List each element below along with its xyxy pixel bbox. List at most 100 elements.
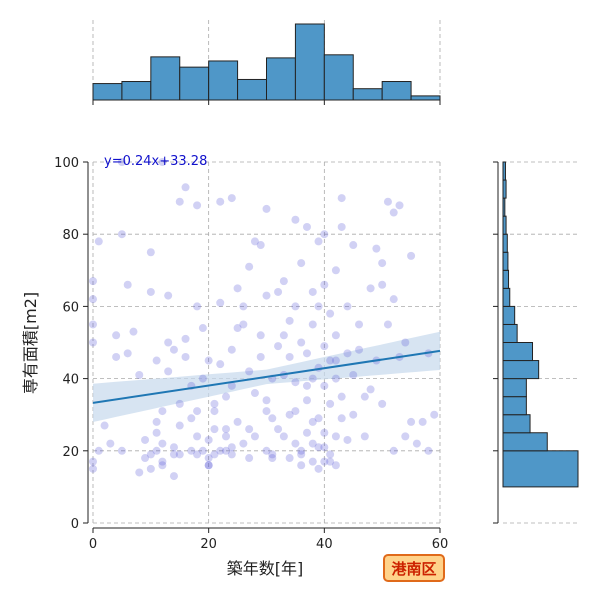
scatter-point	[158, 457, 167, 466]
scatter-point	[291, 439, 300, 448]
scatter-point	[291, 302, 300, 311]
scatter-point	[268, 414, 277, 423]
scatter-point	[187, 446, 196, 455]
top-histogram-bar	[381, 81, 412, 101]
scatter-point	[302, 428, 311, 437]
scatter-point	[407, 417, 416, 426]
scatter-point	[389, 295, 398, 304]
scatter-point	[193, 201, 202, 210]
scatter-point	[331, 356, 340, 365]
scatter-point	[320, 428, 329, 437]
scatter-point	[297, 446, 306, 455]
scatter-point	[233, 324, 242, 333]
scatter-point	[123, 349, 132, 358]
scatter-point	[175, 197, 184, 206]
right-histogram-bar	[502, 233, 508, 253]
scatter-point	[152, 428, 161, 437]
scatter-point	[141, 454, 150, 463]
top-histogram-bar	[150, 56, 181, 101]
scatter-point	[320, 280, 329, 289]
scatter-point	[89, 320, 97, 329]
scatter-point	[331, 432, 340, 441]
scatter-point	[169, 472, 178, 481]
scatter-point	[320, 342, 329, 351]
scatter-point	[204, 435, 213, 444]
scatter-point	[279, 331, 288, 340]
scatter-point	[331, 331, 340, 340]
scatter-point	[302, 396, 311, 405]
scatter-point	[216, 298, 225, 307]
scatter-point	[94, 446, 103, 455]
scatter-point	[285, 352, 294, 361]
scatter-point	[158, 439, 167, 448]
scatter-point	[146, 464, 155, 473]
x-tick-label: 60	[432, 537, 449, 552]
scatter-point	[279, 277, 288, 286]
scatter-point	[222, 392, 231, 401]
scatter-point	[193, 302, 202, 311]
scatter-point	[158, 158, 167, 166]
right-histogram-bar	[502, 342, 534, 362]
scatter-point	[366, 284, 375, 293]
scatter-point	[349, 370, 358, 379]
scatter-point	[291, 215, 300, 224]
scatter-point	[262, 446, 271, 455]
scatter-point	[210, 399, 219, 408]
top-histogram-bar	[208, 60, 239, 101]
scatter-point	[291, 407, 300, 416]
scatter-point	[291, 378, 300, 387]
scatter-point	[175, 450, 184, 459]
scatter-point	[337, 392, 346, 401]
scatter-point	[222, 425, 231, 434]
scatter-point	[175, 421, 184, 430]
scatter-point	[297, 461, 306, 470]
scatter-point	[193, 450, 202, 459]
scatter-point	[274, 342, 283, 351]
scatter-point	[337, 222, 346, 231]
scatter-point	[204, 461, 213, 470]
scatter-point	[89, 338, 97, 347]
scatter-point	[262, 204, 271, 213]
scatter-point	[343, 435, 352, 444]
scatter-point	[308, 287, 317, 296]
scatter-point	[378, 399, 387, 408]
scatter-point	[94, 237, 103, 246]
scatter-point	[256, 241, 265, 250]
scatter-point	[262, 291, 271, 300]
x-tick-label: 40	[316, 537, 333, 552]
y-tick-label: 60	[62, 300, 79, 315]
top-histogram	[92, 20, 441, 105]
district-badge: 港南区	[383, 554, 445, 582]
scatter-point	[285, 316, 294, 325]
scatter-point	[233, 284, 242, 293]
scatter-point	[343, 349, 352, 358]
scatter-point	[106, 439, 115, 448]
scatter-point	[222, 446, 231, 455]
scatter-point	[308, 417, 317, 426]
scatter-point	[100, 421, 109, 430]
scatter-point	[326, 399, 335, 408]
scatter-point	[343, 302, 352, 311]
scatter-point	[326, 450, 335, 459]
scatter-point	[193, 407, 202, 416]
top-histogram-bar	[294, 23, 325, 101]
scatter-point	[407, 251, 416, 260]
scatter-point	[245, 367, 254, 376]
scatter-point	[314, 414, 323, 423]
scatter-point	[117, 446, 126, 455]
scatter-point	[378, 259, 387, 268]
scatter-point	[268, 450, 277, 459]
x-tick-label: 20	[200, 537, 217, 552]
main-scatter-plot: 0 20 40 60 0 20 40 60 80 100	[54, 156, 448, 552]
scatter-point	[210, 407, 219, 416]
scatter-point	[262, 396, 271, 405]
scatter-point	[239, 439, 248, 448]
scatter-point	[389, 446, 398, 455]
right-histogram-bar	[502, 378, 527, 398]
top-histogram-bar	[179, 66, 210, 101]
scatter-point	[233, 417, 242, 426]
scatter-point	[401, 338, 410, 347]
top-histogram-bar	[266, 57, 296, 101]
y-axis-label: 専有面積[m2]	[21, 292, 40, 394]
scatter-point	[169, 345, 178, 354]
